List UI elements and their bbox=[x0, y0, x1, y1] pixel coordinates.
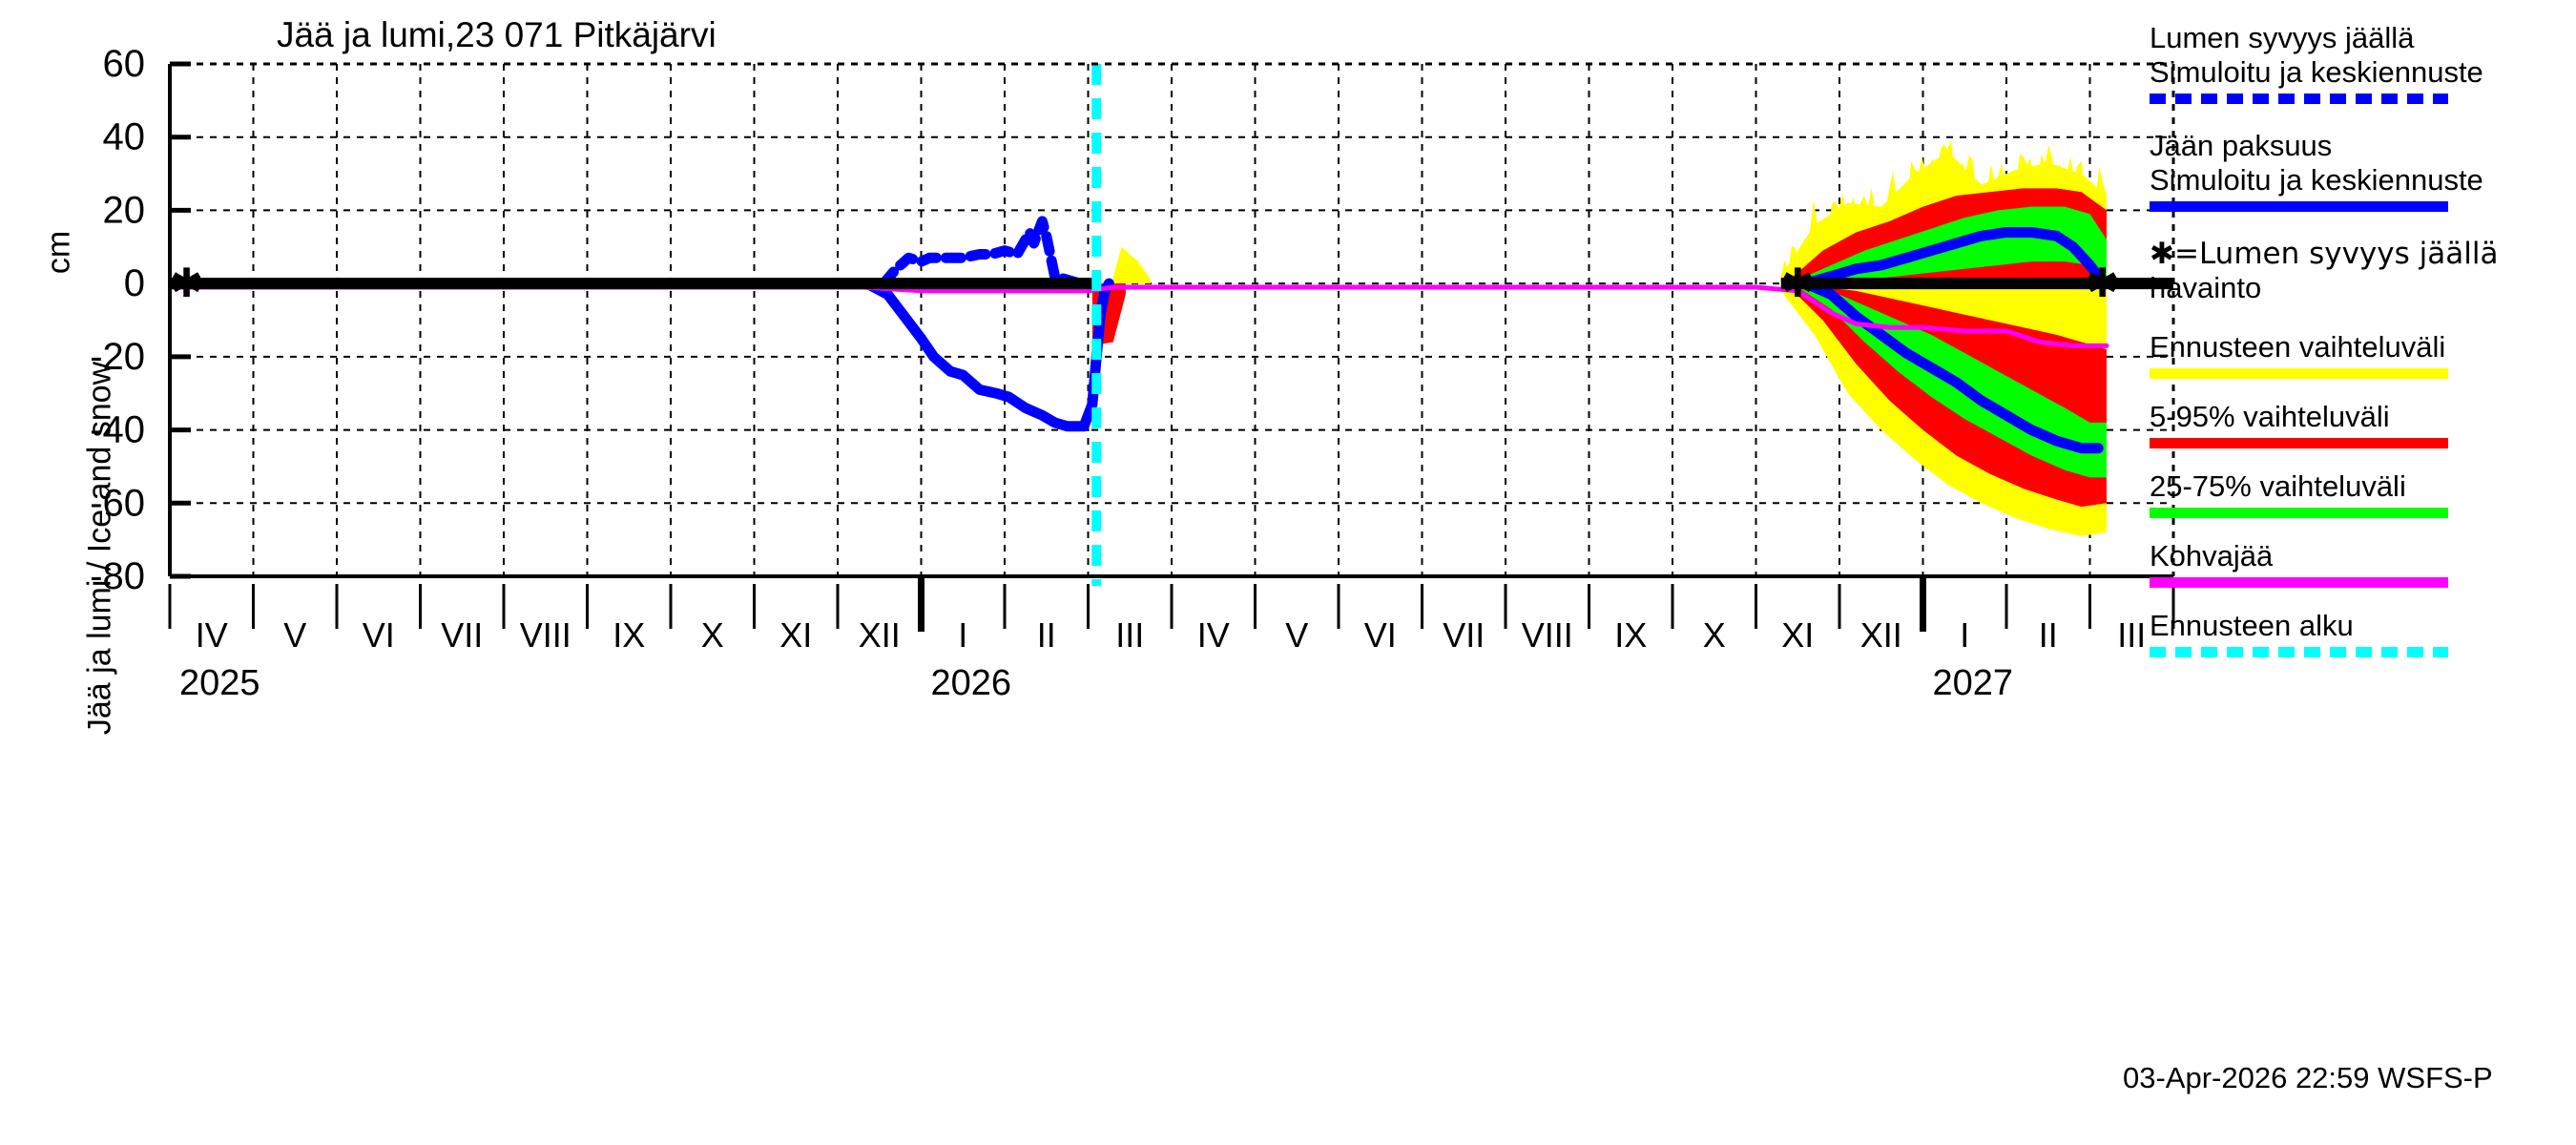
legend-label: Jään paksuus bbox=[2150, 129, 2333, 162]
x-month-label: XII bbox=[859, 615, 901, 655]
x-month-label: XI bbox=[779, 615, 812, 655]
x-month-label: IV bbox=[1197, 615, 1230, 655]
x-month-label: V bbox=[283, 615, 306, 655]
x-month-label: I bbox=[958, 615, 967, 655]
x-month-label: VII bbox=[441, 615, 483, 655]
legend-label-2: Simuloitu ja keskiennuste bbox=[2150, 163, 2483, 197]
legend-label: Kohvajää bbox=[2150, 539, 2274, 572]
legend-label-2: havainto bbox=[2150, 271, 2262, 304]
x-month-label: II bbox=[2039, 615, 2058, 655]
x-month-label: VIII bbox=[520, 615, 571, 655]
y-tick-label: -80 bbox=[90, 555, 145, 597]
legend-item-forecast-start: Ennusteen alku bbox=[2150, 609, 2576, 657]
legend-label: ✱=Lumen syvyys jäällä bbox=[2150, 237, 2499, 271]
legend-item-range-25-75: 25-75% vaihteluväli bbox=[2150, 469, 2576, 518]
x-year-label: 2027 bbox=[1933, 663, 2014, 703]
zero-line: ✱ ✱ ✱ bbox=[170, 260, 2173, 306]
legend-swatch bbox=[2150, 201, 2448, 212]
x-month-label: IX bbox=[613, 615, 645, 655]
x-year-label: 2026 bbox=[931, 663, 1012, 703]
legend-label: 25-75% vaihteluväli bbox=[2150, 469, 2406, 503]
legend-item-forecast-range: Ennusteen vaihteluväli bbox=[2150, 330, 2576, 379]
legend-label: Lumen syvyys jäällä bbox=[2150, 21, 2415, 54]
y-axis-unit: cm bbox=[40, 230, 77, 275]
legend-item-slush-ice: Kohvajää bbox=[2150, 539, 2576, 588]
y-axis-title: Jää ja lumi / Ice and snow bbox=[81, 361, 118, 736]
legend-label: 5-95% vaihteluväli bbox=[2150, 400, 2390, 433]
svg-text:✱: ✱ bbox=[2086, 260, 2119, 306]
legend-item-snow-depth-on-ice: Lumen syvyys jäällä Simuloitu ja keskienn… bbox=[2150, 21, 2576, 104]
y-axis-labels: 60 40 20 0 -20 -40 -60 -80 bbox=[90, 43, 145, 597]
legend-label: Ennusteen vaihteluväli bbox=[2150, 330, 2446, 364]
x-month-label: VIII bbox=[1522, 615, 1573, 655]
svg-text:✱: ✱ bbox=[1781, 260, 1815, 306]
x-month-label: IV bbox=[196, 615, 228, 655]
x-month-label: V bbox=[1285, 615, 1308, 655]
legend-swatch bbox=[2150, 368, 2448, 379]
x-month-label: X bbox=[701, 615, 724, 655]
y-tick-label: 60 bbox=[103, 43, 146, 85]
x-month-label: I bbox=[1960, 615, 1969, 655]
legend-item-ice-thickness: Jään paksuus Simuloitu ja keskiennuste bbox=[2150, 129, 2576, 212]
legend-item-snow-depth-observation: ✱=Lumen syvyys jäällä havainto bbox=[2150, 237, 2576, 305]
y-tick-label: 20 bbox=[103, 189, 146, 231]
page-title: Jää ja lumi,23 071 Pitkäjärvi bbox=[277, 15, 717, 54]
legend-swatch bbox=[2150, 508, 2448, 518]
x-month-label: VII bbox=[1443, 615, 1485, 655]
x-month-label: IX bbox=[1614, 615, 1647, 655]
y-tick-label: -60 bbox=[90, 482, 145, 524]
x-month-label: III bbox=[1115, 615, 1144, 655]
legend-label-2: Simuloitu ja keskiennuste bbox=[2150, 55, 2483, 89]
legend-swatch bbox=[2150, 647, 2448, 657]
x-month-label: VI bbox=[1364, 615, 1397, 655]
legend-item-range-5-95: 5-95% vaihteluväli bbox=[2150, 400, 2576, 448]
x-month-label: XI bbox=[1781, 615, 1814, 655]
y-tick-label: -20 bbox=[90, 336, 145, 378]
data-series bbox=[170, 216, 2109, 454]
legend: Lumen syvyys jäällä Simuloitu ja keskienn… bbox=[2150, 21, 2576, 678]
x-axis-labels: IV V VI VII VIII IX X XI XII I II III IV V VI VII VIII IX… bbox=[168, 578, 2175, 703]
legend-swatch bbox=[2150, 94, 2448, 104]
axes bbox=[168, 61, 2175, 579]
x-year-label: 2025 bbox=[179, 663, 260, 703]
forecast-bands bbox=[1091, 138, 2107, 536]
x-month-label: X bbox=[1703, 615, 1726, 655]
x-month-label: II bbox=[1037, 615, 1056, 655]
x-month-label: XII bbox=[1860, 615, 1902, 655]
y-tick-label: 0 bbox=[124, 262, 145, 304]
x-month-label: III bbox=[2117, 615, 2146, 655]
x-month-label: VI bbox=[363, 615, 395, 655]
footer-timestamp: 03-Apr-2026 22:59 WSFS-P bbox=[2123, 1061, 2493, 1094]
y-tick-label: 40 bbox=[103, 116, 146, 158]
y-tick-label: -40 bbox=[90, 409, 145, 451]
legend-swatch bbox=[2150, 577, 2448, 588]
legend-swatch bbox=[2150, 438, 2448, 448]
legend-label: Ennusteen alku bbox=[2150, 609, 2354, 642]
